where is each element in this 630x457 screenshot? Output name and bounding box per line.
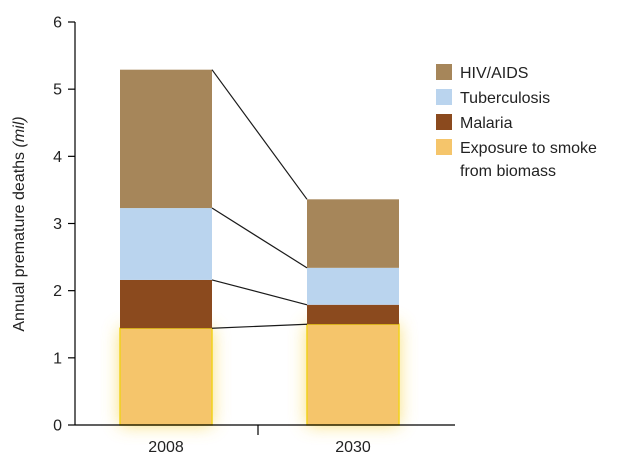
- connector-line-3: [211, 207, 308, 269]
- legend-label-2: Tuberculosis: [460, 90, 550, 107]
- bar-segment-2008-4: [120, 69, 212, 209]
- y-tick-label-4: 4: [53, 149, 62, 166]
- bar-segment-2030-2: [307, 304, 399, 325]
- legend-label-4-line-2: from biomass: [460, 163, 556, 180]
- y-axis-label-unit: (mil): [11, 116, 28, 147]
- connector-line-2: [211, 279, 308, 306]
- connector-line-4: [211, 69, 308, 200]
- y-axis-label-main: Annual premature deaths: [11, 152, 28, 332]
- legend-swatch-2: [436, 89, 452, 105]
- x-category-label-2030: 2030: [335, 439, 371, 456]
- legend-swatch-3: [436, 114, 452, 130]
- y-tick-label-6: 6: [53, 15, 62, 32]
- bar-segment-2030-4: [307, 199, 399, 268]
- y-tick-label-3: 3: [53, 216, 62, 233]
- bar-segment-2008-1: [119, 327, 213, 426]
- y-tick-label-1: 1: [53, 350, 62, 367]
- x-category-label-2008: 2008: [148, 439, 184, 456]
- y-tick-label-0: 0: [53, 418, 62, 435]
- legend-swatch-4: [436, 139, 452, 155]
- legend: HIV/AIDS Tuberculosis Malaria Exposure to s…: [436, 64, 597, 180]
- legend-swatch-1: [436, 64, 452, 80]
- legend-label-3: Malaria: [460, 115, 513, 132]
- bar-segment-2030-1: [306, 323, 400, 426]
- y-axis-label: Annual premature deaths (mil): [11, 116, 28, 331]
- bar-segment-2008-3: [120, 208, 212, 280]
- bar-segment-2030-3: [307, 267, 399, 305]
- legend-label-4-line-1: Exposure to smoke: [460, 140, 597, 157]
- connector-line-1: [211, 323, 308, 329]
- y-tick-label-2: 2: [53, 283, 62, 300]
- y-tick-label-5: 5: [53, 82, 62, 99]
- bar-segment-2008-2: [120, 279, 212, 329]
- legend-label-1: HIV/AIDS: [460, 65, 528, 82]
